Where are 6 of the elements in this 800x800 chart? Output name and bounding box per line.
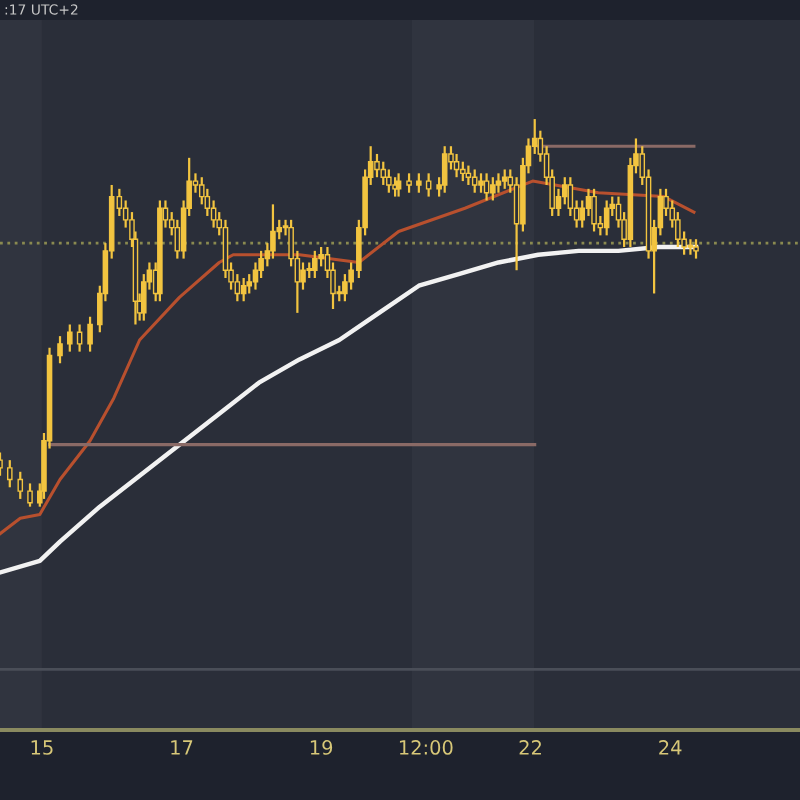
x-tick-label: 19: [310, 740, 333, 755]
x-tick-label: 12:00: [399, 740, 453, 755]
x-tick-label: 17: [171, 740, 193, 755]
x-tick-label: 22: [519, 740, 541, 755]
x-tick-label: 24: [659, 740, 682, 755]
x-tick-label: 15: [31, 740, 53, 755]
